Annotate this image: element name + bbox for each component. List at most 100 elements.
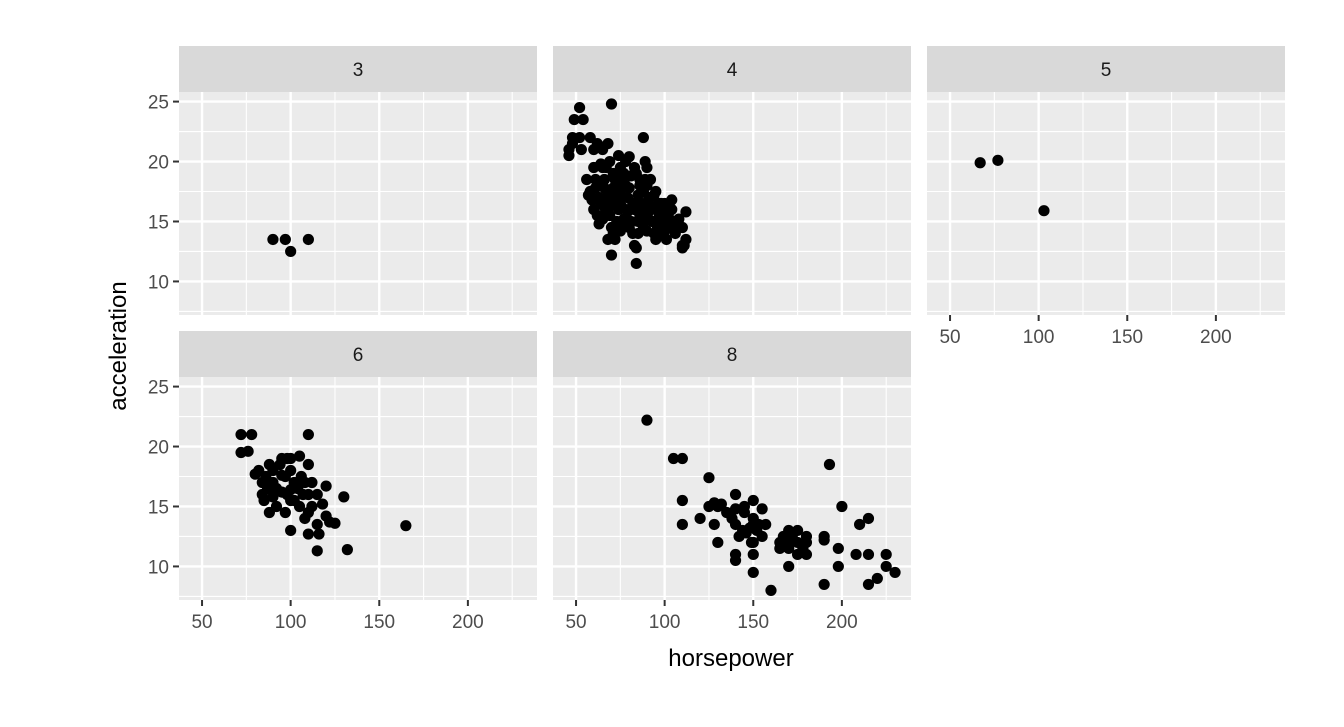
data-point [306, 476, 318, 489]
x-tick-label: 100 [275, 612, 307, 633]
data-point [836, 500, 848, 513]
y-tick-label: 15 [148, 212, 169, 233]
data-point [738, 506, 751, 519]
facet-panel-3: 3 10 15 20 25 [148, 46, 537, 315]
data-point [850, 548, 862, 561]
data-point [659, 206, 671, 218]
data-point [694, 512, 706, 525]
data-point [320, 480, 332, 492]
y-tick-label: 15 [148, 497, 169, 518]
data-point [302, 233, 314, 246]
data-point [862, 578, 875, 591]
data-point [648, 189, 660, 201]
y-tick-label: 10 [148, 557, 169, 578]
y-tick-label: 10 [148, 272, 169, 293]
data-point [660, 233, 673, 246]
data-point [637, 131, 649, 144]
data-point [625, 170, 637, 182]
data-point [267, 233, 279, 246]
data-point [602, 137, 614, 150]
x-tick-label: 100 [1023, 327, 1055, 348]
data-point [889, 566, 901, 579]
data-point [729, 554, 742, 567]
data-point [756, 503, 768, 515]
facet-strip [553, 331, 911, 377]
data-point [774, 542, 786, 555]
x-tick-label: 50 [939, 327, 960, 348]
data-point [258, 494, 270, 507]
data-point [235, 428, 247, 441]
data-point [854, 518, 866, 531]
data-point [573, 101, 586, 114]
panels-layer: 3 10 15 20 25 4 5 50 100 150 200 6 10 15 20 25 50 100 150 2… [148, 46, 1285, 633]
data-point [612, 177, 625, 189]
facet-strip [553, 46, 911, 92]
data-point [623, 151, 635, 163]
data-point [311, 545, 323, 557]
facet-strip-label: 3 [353, 60, 364, 81]
data-point [712, 536, 724, 549]
data-point [609, 233, 621, 246]
data-point [862, 512, 875, 525]
data-point [293, 500, 306, 513]
data-point [581, 173, 593, 186]
data-point [620, 218, 632, 230]
y-tick-label: 25 [148, 93, 169, 114]
x-tick-label: 150 [363, 612, 395, 633]
data-point [270, 500, 283, 513]
data-point [832, 560, 844, 573]
data-point [573, 131, 586, 144]
facet-strip-label: 4 [727, 60, 738, 81]
data-point [313, 528, 325, 540]
data-point [338, 491, 350, 503]
data-point [604, 155, 616, 168]
data-point [760, 518, 772, 531]
data-point [306, 500, 318, 513]
x-tick-label: 150 [737, 612, 769, 633]
y-tick-label: 20 [148, 438, 169, 459]
data-point [316, 498, 329, 510]
data-point [676, 452, 688, 465]
data-point [577, 113, 589, 126]
data-point [302, 488, 314, 501]
data-point [623, 182, 635, 194]
data-point [329, 517, 341, 529]
data-point [595, 158, 607, 170]
data-point [598, 182, 610, 194]
data-point [666, 194, 678, 206]
data-point [664, 215, 676, 228]
data-point [242, 445, 254, 457]
data-point [285, 464, 297, 477]
data-point [634, 179, 646, 192]
facet-panel-6: 6 10 15 20 25 50 100 150 200 [148, 331, 537, 633]
data-point [302, 528, 314, 540]
data-point [650, 233, 662, 246]
data-point [729, 488, 742, 501]
data-point [747, 566, 759, 579]
data-point [791, 524, 804, 537]
data-point [341, 544, 353, 556]
x-tick-label: 100 [649, 612, 681, 633]
x-tick-label: 50 [191, 612, 212, 633]
data-point [293, 450, 306, 462]
data-point [708, 518, 720, 531]
data-point [871, 572, 883, 585]
data-point [880, 560, 892, 573]
data-point [676, 518, 688, 531]
facet-strip [927, 46, 1285, 92]
data-point [568, 113, 580, 126]
facet-panel-5: 5 50 100 150 200 [927, 46, 1285, 348]
facet-panel-4: 4 [553, 46, 911, 315]
data-point [992, 154, 1004, 166]
data-point [678, 239, 690, 252]
y-axis-title: acceleration [105, 281, 132, 410]
data-point [641, 161, 653, 174]
data-point [285, 245, 297, 258]
data-point [267, 491, 279, 503]
data-point [600, 206, 612, 218]
data-point [676, 494, 688, 507]
data-point [800, 548, 813, 561]
data-point [628, 203, 641, 216]
data-point [818, 530, 830, 543]
